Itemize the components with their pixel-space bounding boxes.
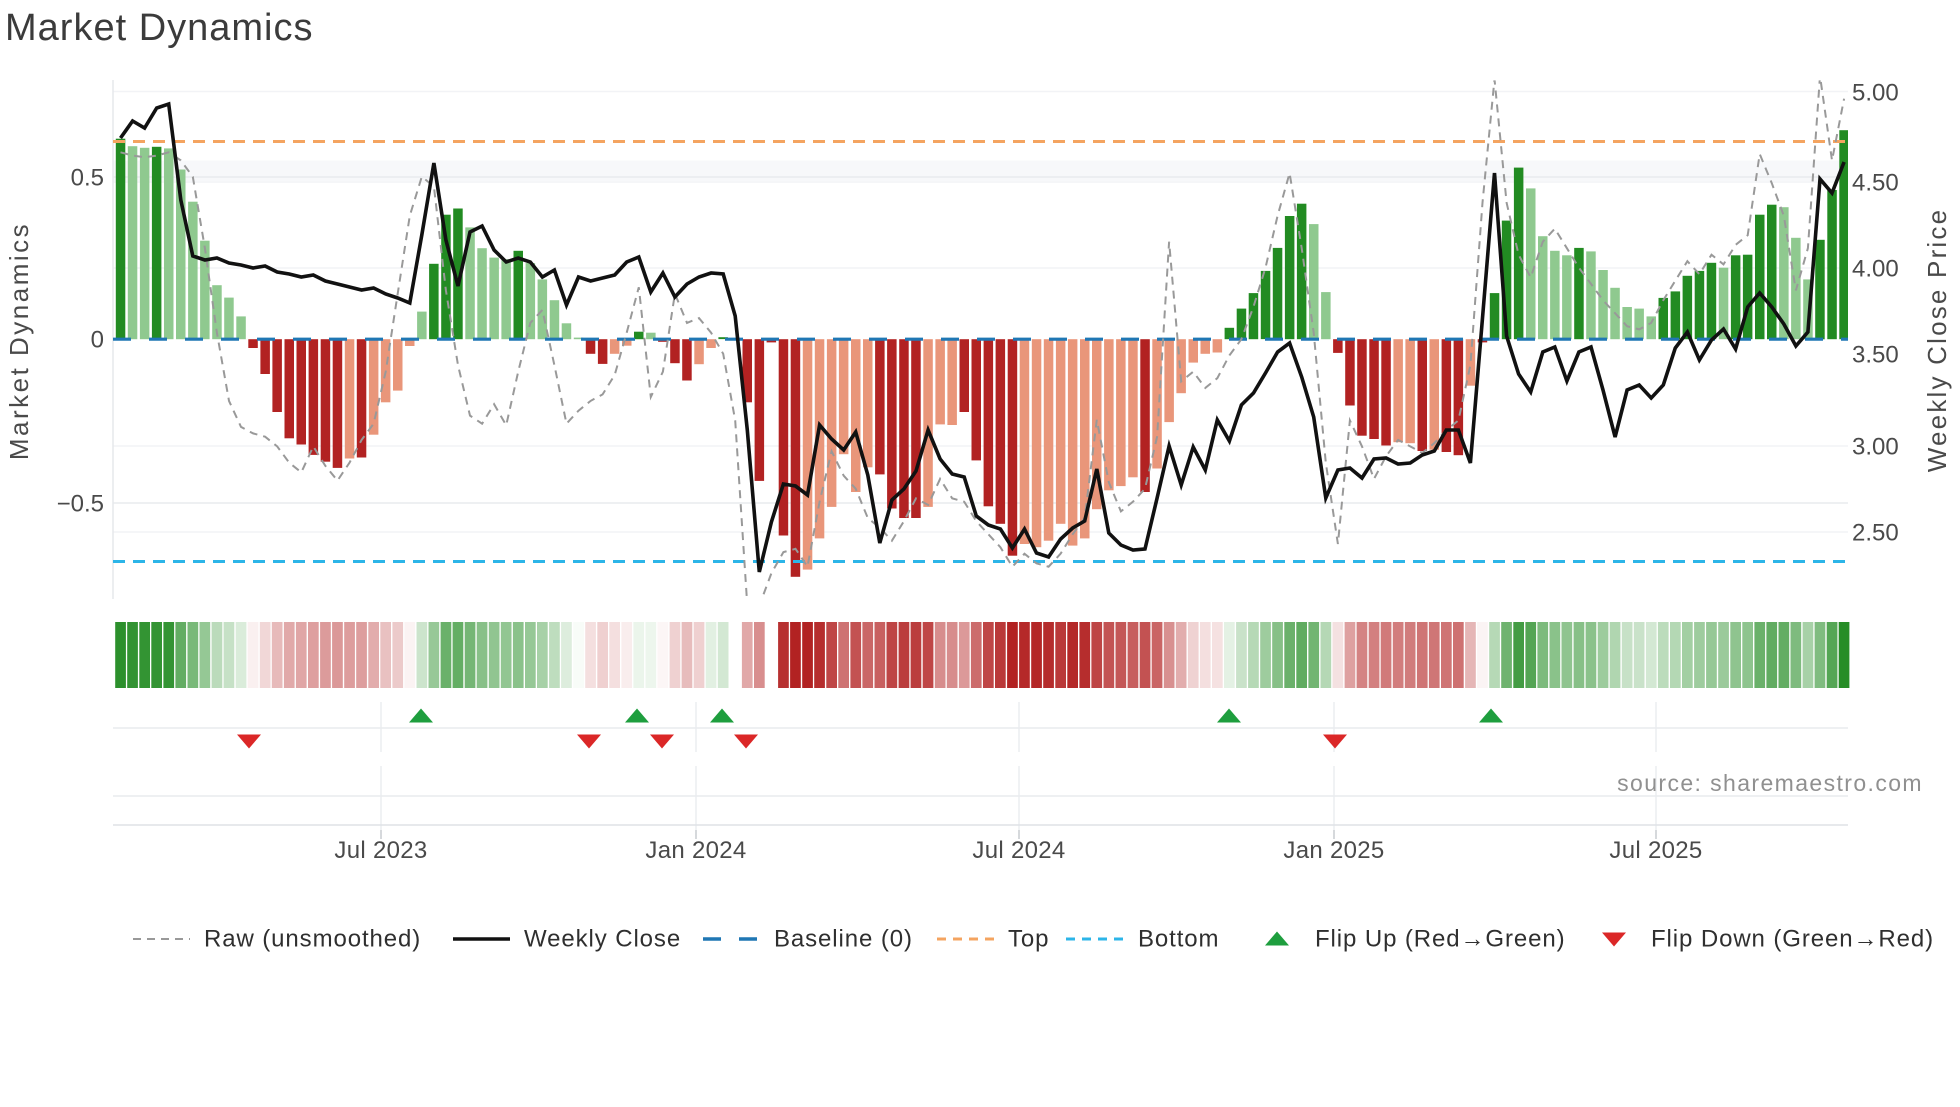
svg-text:−0.5: −0.5 (57, 491, 104, 518)
svg-text:3.50: 3.50 (1852, 342, 1899, 369)
svg-text:Flip Down (Green→Red): Flip Down (Green→Red) (1651, 926, 1934, 953)
svg-text:Jul 2023: Jul 2023 (334, 837, 427, 864)
svg-text:2.50: 2.50 (1852, 520, 1899, 547)
svg-text:Jan 2024: Jan 2024 (645, 837, 746, 864)
svg-text:Market Dynamics: Market Dynamics (4, 222, 34, 460)
svg-text:4.00: 4.00 (1852, 256, 1899, 283)
svg-text:Jul 2025: Jul 2025 (1609, 837, 1702, 864)
svg-text:4.50: 4.50 (1852, 170, 1899, 197)
svg-text:Market Dynamics: Market Dynamics (5, 7, 314, 49)
svg-text:source: sharemaestro.com: source: sharemaestro.com (1617, 770, 1923, 796)
svg-text:Top: Top (1008, 926, 1049, 953)
svg-text:Weekly Close: Weekly Close (524, 926, 681, 953)
svg-text:Raw (unsmoothed): Raw (unsmoothed) (204, 926, 421, 953)
svg-text:Flip Up (Red→Green): Flip Up (Red→Green) (1315, 926, 1566, 953)
svg-text:Baseline (0): Baseline (0) (774, 926, 913, 953)
svg-text:3.00: 3.00 (1852, 434, 1899, 461)
svg-text:Jul 2024: Jul 2024 (972, 837, 1065, 864)
svg-text:5.00: 5.00 (1852, 80, 1899, 107)
svg-text:0: 0 (91, 327, 104, 354)
svg-text:0.5: 0.5 (71, 165, 104, 192)
svg-text:Weekly Close Price: Weekly Close Price (1922, 208, 1952, 473)
svg-text:Jan 2025: Jan 2025 (1283, 837, 1384, 864)
svg-text:Bottom: Bottom (1138, 926, 1219, 953)
